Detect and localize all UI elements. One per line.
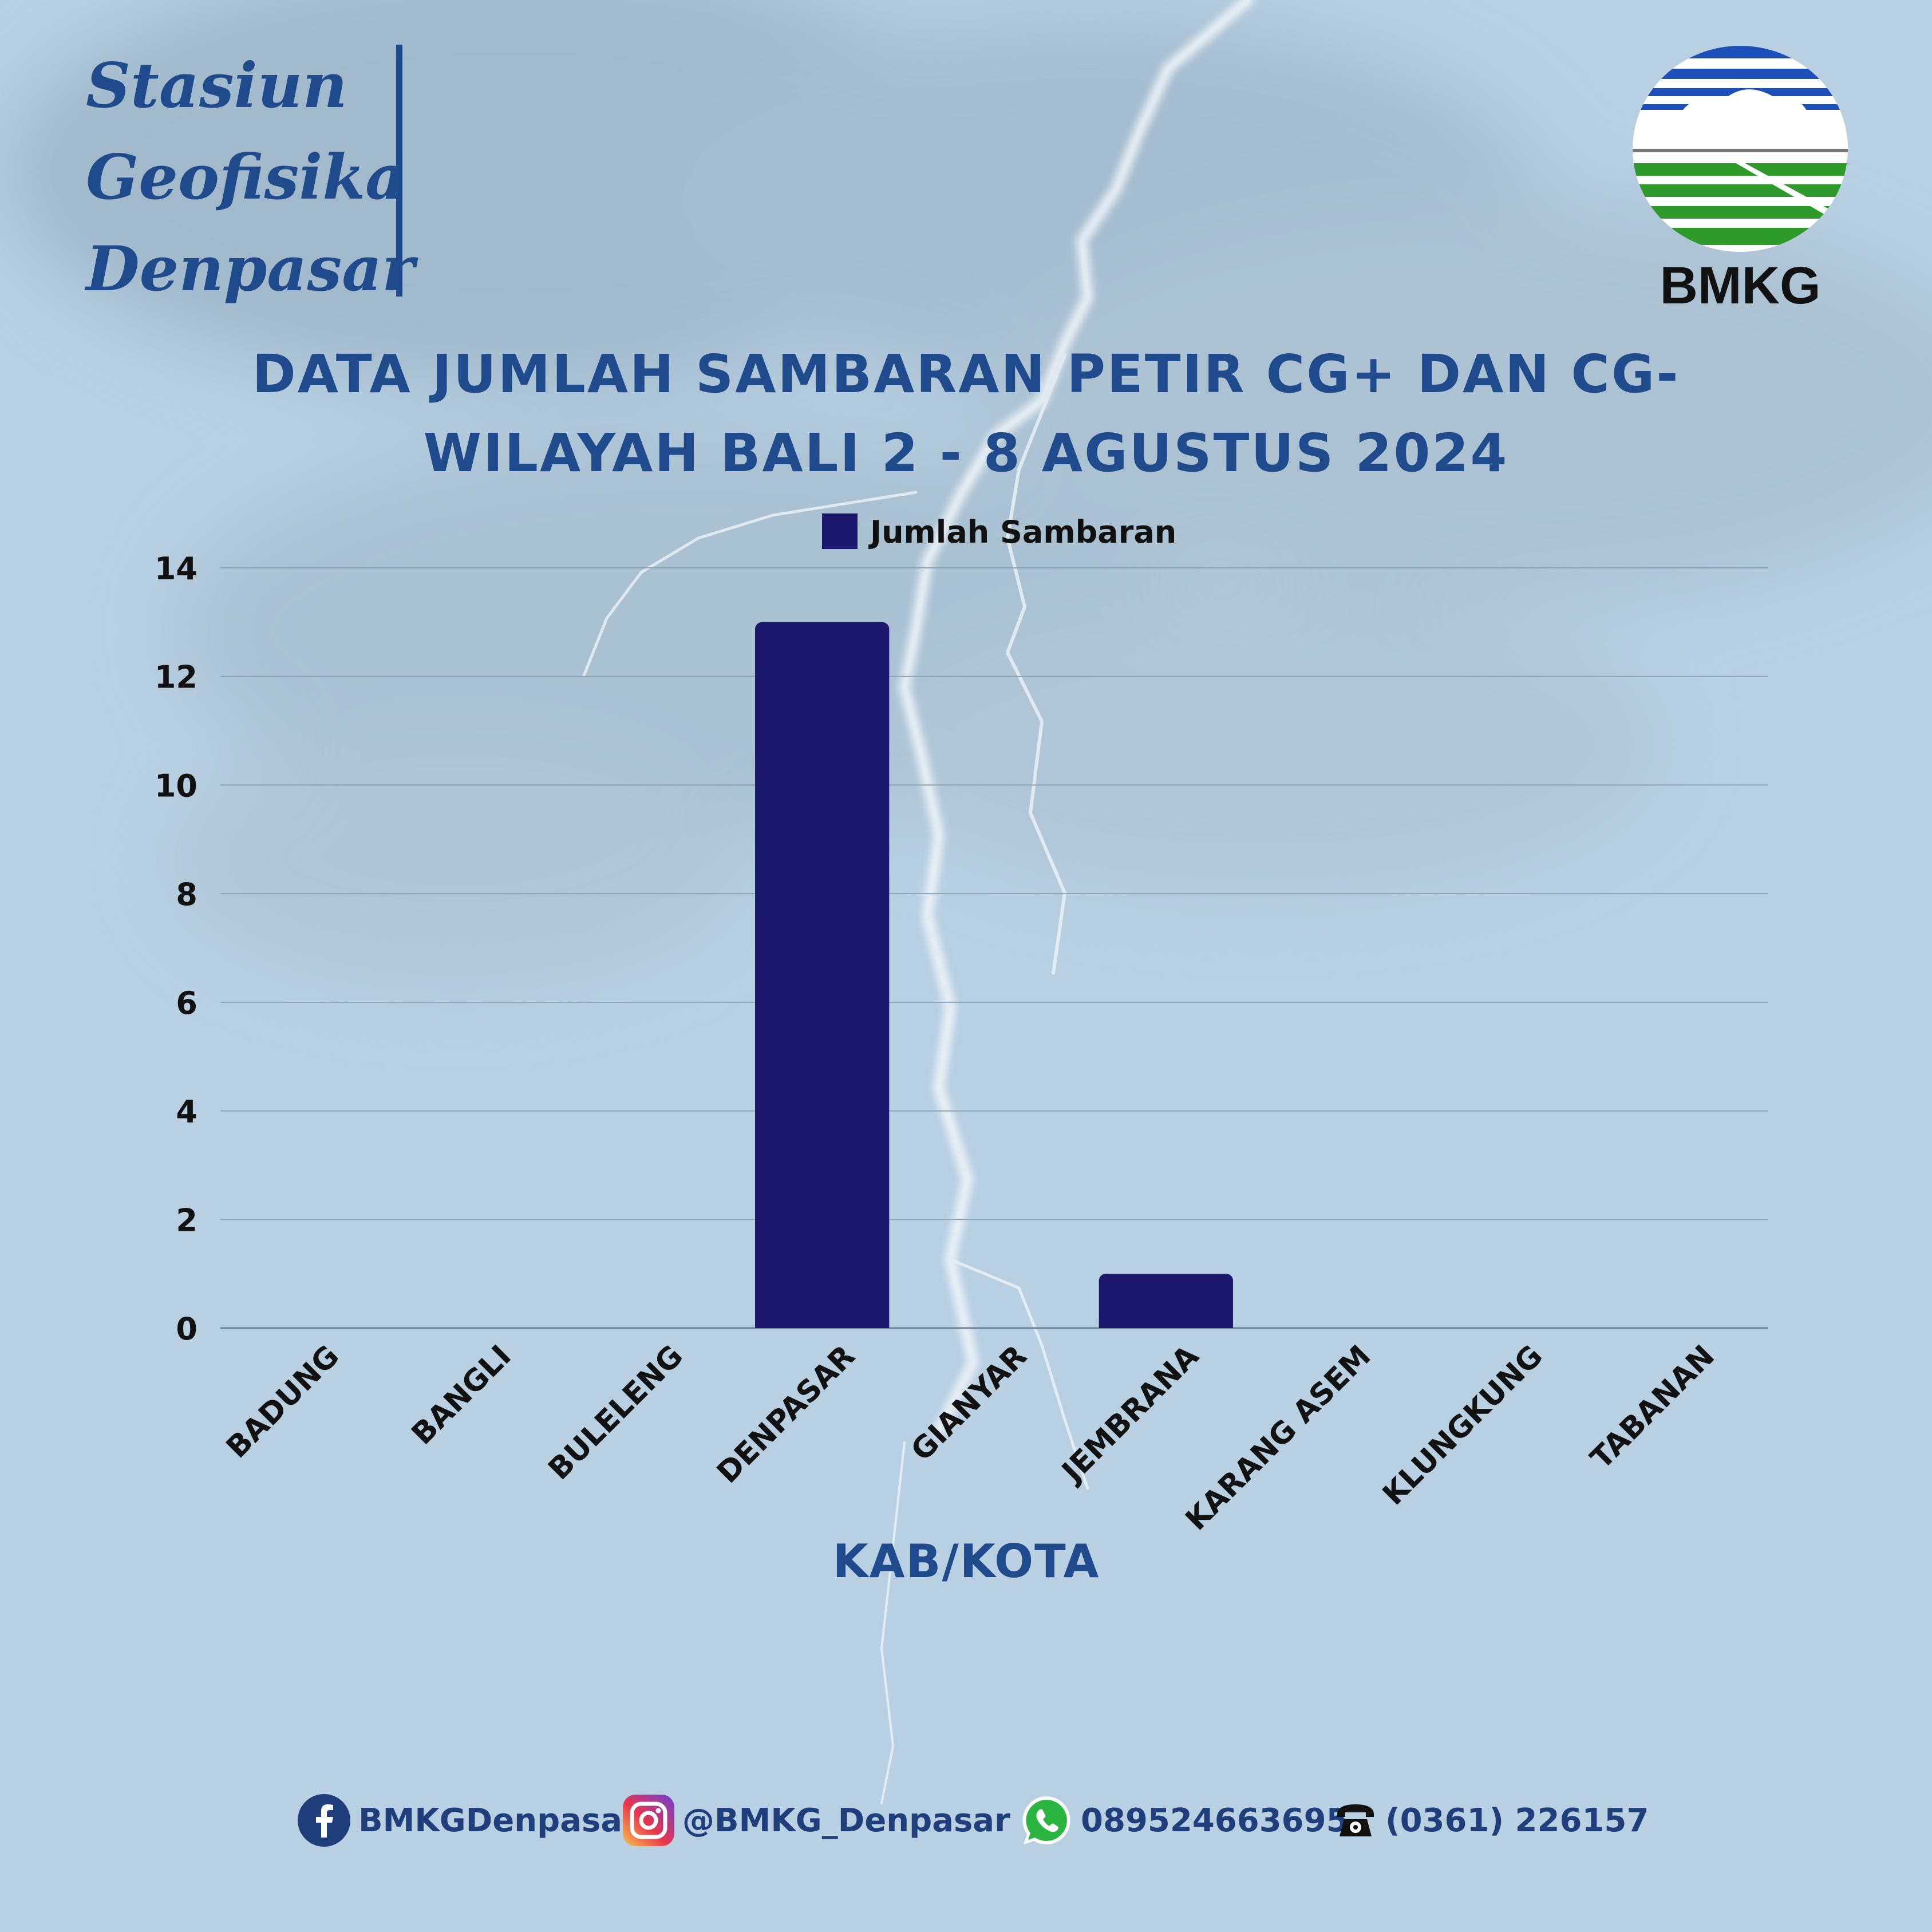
chart-bars	[755, 622, 1233, 1328]
x-tick-label: GIANYAR	[904, 1339, 1033, 1468]
y-tick-label: 12	[155, 659, 197, 696]
x-tick-label: KARANG ASEM	[1179, 1339, 1378, 1538]
y-tick-label: 10	[155, 768, 197, 804]
y-tick-label: 0	[176, 1311, 197, 1347]
facebook-handle: BMKGDenpasar	[358, 1801, 638, 1839]
y-tick-label: 14	[155, 551, 197, 587]
footer-phone[interactable]: (0361) 226157	[1334, 1789, 1649, 1852]
bar-base	[1099, 1320, 1233, 1328]
footer-instagram[interactable]: @BMKG_Denpasar	[623, 1789, 1010, 1852]
x-tick-label: DENPASAR	[710, 1339, 862, 1490]
x-axis-ticks: BADUNG BANGLI BULELENG DENPASAR GIANYAR JEMBR…	[220, 1339, 1721, 1538]
whatsapp-number: 089524663695	[1081, 1801, 1349, 1839]
lightning-bolt	[582, 0, 1254, 1804]
x-tick-label: KLUNGKUNG	[1376, 1339, 1550, 1512]
station-name: Stasiun Geofisika Denpasar	[86, 40, 415, 315]
x-tick-label: BULELENG	[542, 1339, 690, 1487]
y-tick-label: 2	[176, 1202, 197, 1238]
telephone-icon	[1337, 1804, 1374, 1836]
whatsapp-icon	[1022, 1796, 1070, 1844]
chart-legend: Jumlah Sambaran	[822, 513, 1176, 550]
station-line-1: Stasiun	[86, 50, 347, 122]
x-tick-label: JEMBRANA	[1054, 1339, 1206, 1490]
y-axis-ticks: 0 2 4 6 8 10 12 14	[155, 551, 197, 1347]
header-divider	[396, 45, 402, 297]
y-tick-label: 6	[176, 985, 197, 1021]
bar-base	[755, 1320, 890, 1328]
chart-gridlines	[220, 567, 1768, 1329]
cloud-layer	[0, 0, 1932, 985]
chart-title-line-2: WILAYAH BALI 2 - 8 AGUSTUS 2024	[423, 422, 1509, 484]
station-line-3: Denpasar	[86, 233, 415, 305]
x-tick-label: BADUNG	[220, 1339, 346, 1465]
footer-whatsapp[interactable]: 089524663695	[1020, 1789, 1349, 1852]
y-tick-label: 8	[176, 876, 197, 912]
phone-number: (0361) 226157	[1385, 1801, 1649, 1839]
instagram-icon	[623, 1795, 674, 1846]
bmkg-logo-text: BMKG	[1660, 256, 1820, 315]
footer-facebook[interactable]: BMKGDenpasar	[298, 1789, 638, 1852]
legend-swatch	[822, 513, 858, 549]
instagram-handle: @BMKG_Denpasar	[682, 1801, 1010, 1839]
legend-label: Jumlah Sambaran	[868, 514, 1176, 550]
x-tick-label: BANGLI	[405, 1339, 518, 1452]
bar-jembrana	[1099, 1274, 1233, 1328]
bmkg-logo: BMKG	[1633, 46, 1848, 315]
facebook-icon	[298, 1794, 350, 1847]
bar-denpasar	[755, 622, 890, 1328]
y-tick-label: 4	[176, 1094, 197, 1130]
x-tick-label: TABANAN	[1584, 1339, 1721, 1476]
station-line-2: Geofisika	[86, 141, 406, 214]
x-axis-label: KAB/KOTA	[833, 1535, 1100, 1588]
chart-title-line-1: DATA JUMLAH SAMBARAN PETIR CG+ DAN CG-	[252, 343, 1680, 405]
